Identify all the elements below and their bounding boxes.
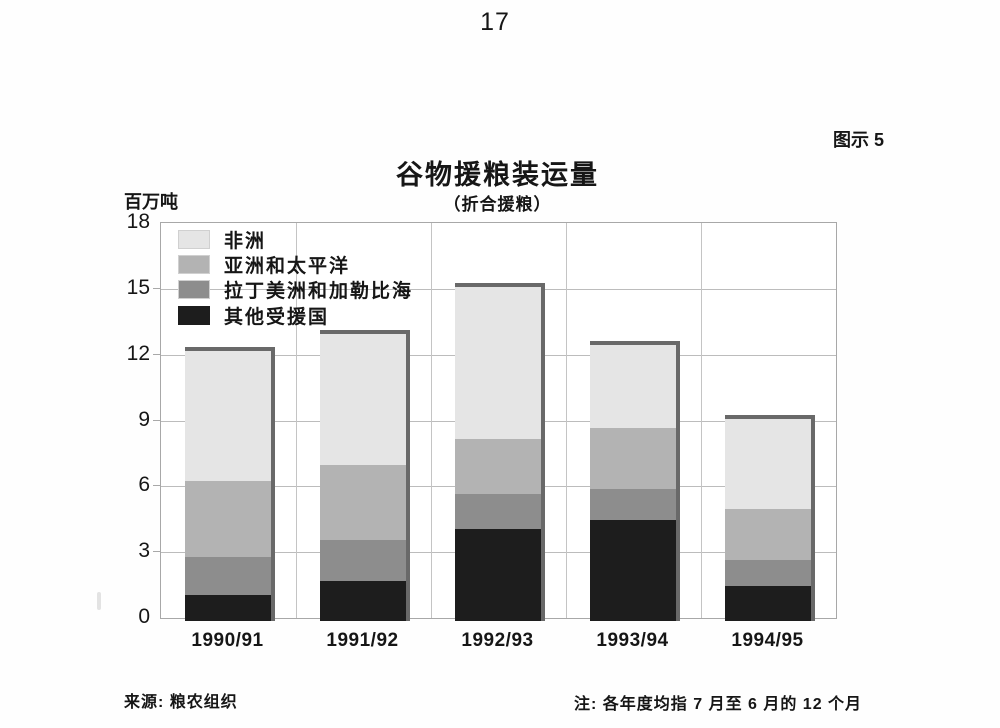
bar-segment xyxy=(724,585,811,621)
source-note: 来源: 粮农组织 xyxy=(124,694,238,711)
y-tick-label: 15 xyxy=(126,275,150,299)
legend-item: 非洲 xyxy=(178,229,266,252)
y-tick-label: 9 xyxy=(138,407,150,431)
x-category-label: 1991/92 xyxy=(326,630,399,651)
bar-segment xyxy=(319,333,406,466)
scan-artifact xyxy=(97,592,101,610)
bar-segment xyxy=(184,480,271,558)
legend-swatch xyxy=(178,305,210,325)
bar-segment xyxy=(454,438,541,494)
gridline-vertical xyxy=(431,223,432,618)
bar-segment xyxy=(319,581,406,621)
legend-label: 非洲 xyxy=(224,230,267,252)
bar-segment xyxy=(724,509,811,560)
x-category-label: 1994/95 xyxy=(731,630,804,651)
footnote: 注: 各年度均指 7 月至 6 月的 12 个月 xyxy=(574,696,863,713)
chart-subtitle: （折合援粮） xyxy=(443,195,552,214)
chart-title: 谷物援粮装运量 xyxy=(396,160,599,190)
y-tick-mark xyxy=(153,353,160,355)
legend-swatch xyxy=(178,229,210,249)
legend-label: 亚洲和太平洋 xyxy=(224,255,351,277)
page-number: 17 xyxy=(480,8,510,36)
bar-segment xyxy=(184,594,271,621)
legend-item: 拉丁美洲和加勒比海 xyxy=(178,280,413,302)
y-tick-mark xyxy=(153,419,160,421)
bar-segment xyxy=(589,520,676,621)
x-category-label: 1992/93 xyxy=(461,630,534,651)
gridline-vertical xyxy=(701,223,702,618)
gridline-vertical xyxy=(296,223,297,618)
bar-segment xyxy=(724,559,811,586)
x-category-label: 1990/91 xyxy=(191,630,264,651)
bar-segment xyxy=(319,539,406,582)
bar-segment xyxy=(589,489,676,521)
y-tick-mark xyxy=(153,485,160,487)
stacked-bar-1990-91 xyxy=(184,347,275,621)
bar-segment xyxy=(184,351,271,481)
legend-label: 拉丁美洲和加勒比海 xyxy=(224,281,414,303)
y-tick-label: 6 xyxy=(138,473,150,497)
bar-segment xyxy=(454,287,541,439)
bar-segment xyxy=(184,557,271,595)
stacked-bar-1992-93 xyxy=(454,283,545,621)
legend-swatch xyxy=(178,254,210,274)
figure-label: 图示 5 xyxy=(833,130,885,150)
bar-segment xyxy=(589,427,676,490)
bar-segment xyxy=(319,465,406,540)
legend-swatch xyxy=(178,280,210,300)
legend-item: 其他受援国 xyxy=(178,305,329,328)
legend-label: 其他受援国 xyxy=(224,306,330,328)
y-tick-label: 18 xyxy=(126,210,150,233)
stacked-bar-1993-94 xyxy=(589,340,680,621)
y-tick-label: 12 xyxy=(126,341,150,365)
y-tick-label: 0 xyxy=(138,605,150,628)
bar-segment xyxy=(454,493,541,529)
stacked-bar-1991-92 xyxy=(319,329,410,621)
y-axis-unit-label: 百万吨 xyxy=(124,192,178,212)
bar-segment xyxy=(589,344,676,428)
stacked-bar-1994-95 xyxy=(724,415,815,621)
y-tick-label: 3 xyxy=(138,539,150,563)
y-tick-mark xyxy=(153,551,160,553)
gridline-vertical xyxy=(566,223,567,618)
x-category-label: 1993/94 xyxy=(596,630,669,651)
bar-segment xyxy=(724,419,811,510)
bar-segment xyxy=(454,528,541,621)
legend-item: 亚洲和太平洋 xyxy=(178,254,350,277)
y-tick-mark xyxy=(153,287,160,289)
